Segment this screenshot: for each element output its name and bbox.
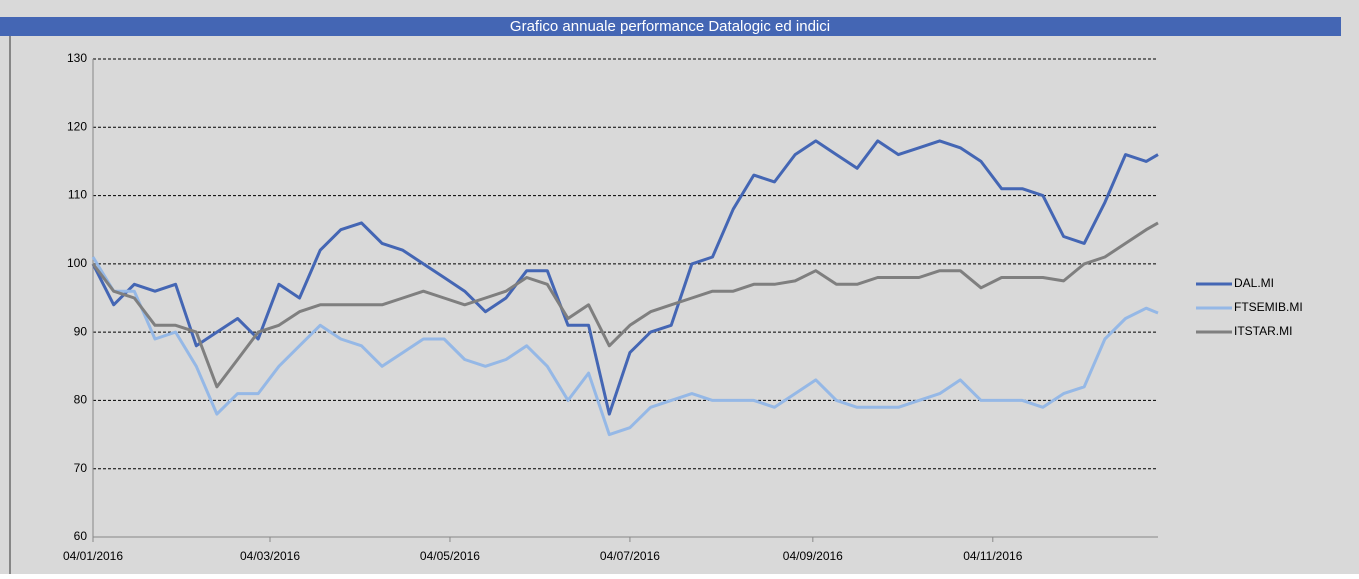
y-tick-label: 120 <box>67 119 87 133</box>
series-line <box>91 256 1159 437</box>
title-bar <box>0 17 1341 36</box>
legend-label: FTSEMIB.MI <box>1234 300 1303 314</box>
legend-label: DAL.MI <box>1234 276 1274 290</box>
x-tick-label: 04/05/2016 <box>420 549 480 563</box>
legend-label: ITSTAR.MI <box>1234 324 1292 338</box>
x-tick-label: 04/07/2016 <box>600 549 660 563</box>
y-tick-label: 130 <box>67 51 87 65</box>
chart-title: Grafico annuale performance Datalogic ed… <box>510 18 830 35</box>
x-tick-label: 04/11/2016 <box>963 549 1022 563</box>
y-tick-label: 70 <box>74 461 88 475</box>
y-tick-label: 90 <box>74 324 88 338</box>
x-tick-label: 04/09/2016 <box>783 549 843 563</box>
y-tick-label: 100 <box>67 256 87 270</box>
y-tick-label: 80 <box>74 393 88 407</box>
y-tick-label: 110 <box>68 188 87 202</box>
series-line <box>91 139 1159 416</box>
x-tick-label: 04/03/2016 <box>240 549 300 563</box>
y-tick-label: 60 <box>74 529 88 543</box>
series-line <box>91 221 1159 389</box>
x-tick-label: 04/01/2016 <box>63 549 123 563</box>
